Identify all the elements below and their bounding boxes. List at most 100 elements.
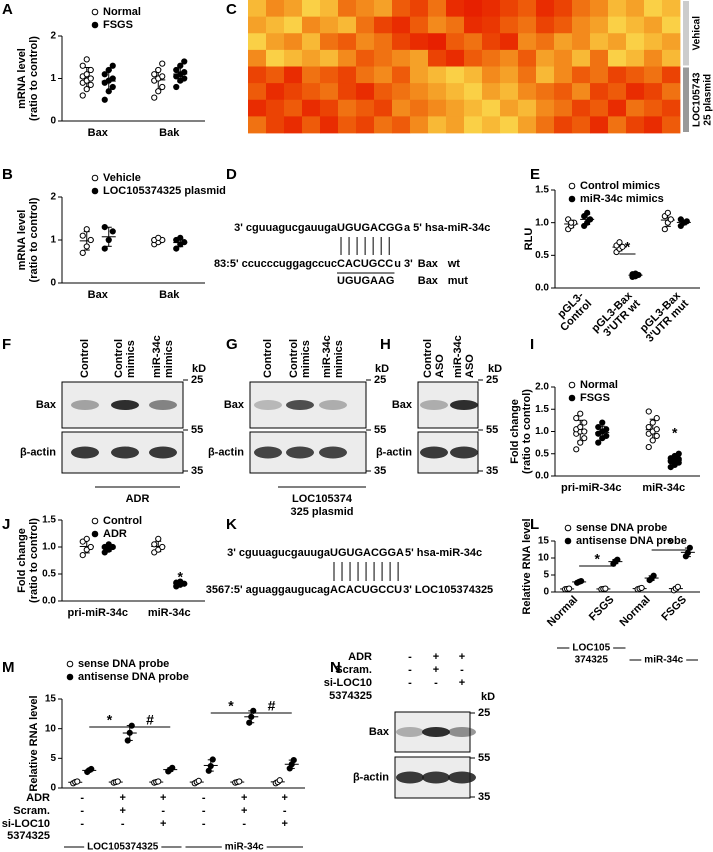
sequence: 83:5' ccucccuggagccuc [214,258,337,270]
data-point [650,572,657,579]
blot-band [450,446,478,459]
data-point [83,56,90,63]
lane-label: mimics [333,340,345,378]
marker-label: 35 [191,465,203,477]
sequence-core: UGUGACGGA [330,547,404,559]
blot-band [149,400,177,410]
heatmap-cell [446,0,465,18]
panel-label: L [530,516,539,533]
heatmap-cell [338,66,357,84]
heatmap-cell [518,116,537,134]
condition-mark: - [283,805,287,817]
sequence: 3567:5' aguaggaugucag [206,584,330,596]
data-point [603,426,610,433]
data-point [109,228,116,235]
heatmap-cell [266,66,285,84]
panel-label: C [226,1,237,18]
y-tick-label: 0.0 [42,596,56,607]
condition-mark: + [160,792,166,804]
condition-label: 5374325 [329,690,372,702]
heatmap-cell [356,0,375,18]
marker-label: 55 [478,752,490,764]
data-point [83,226,90,233]
condition-label: 5374325 [7,830,50,842]
heatmap-cell [320,0,339,18]
heatmap-cell [320,99,339,117]
heatmap-cell [248,83,267,101]
data-point [155,535,162,543]
unit-label: kD [192,363,206,375]
heatmap-cell [572,83,591,101]
heatmap-cell [644,99,663,117]
condition-mark: + [433,651,439,663]
gene-name: Bax [418,275,439,287]
y-tick-label: 15 [538,536,550,547]
heatmap-cell [392,0,411,18]
data-point [577,410,584,417]
heatmap-cell [338,33,357,51]
group-label: 25 plasmid [703,74,713,126]
condition-mark: - [408,664,412,676]
heatmap-cell [338,99,357,117]
data-point [581,435,588,442]
heatmap-cell [572,99,591,117]
data-point [79,92,86,99]
data-point [105,236,112,244]
heatmap-cell [608,66,627,84]
y-tick-label: 5 [50,753,56,764]
blot-row-label: Bax [392,399,413,411]
data-point [109,83,116,91]
data-point [79,552,86,559]
data-point [584,209,591,216]
heatmap-cell [284,16,303,34]
heatmap-cell [464,16,483,34]
gene-name: Bax [418,258,439,270]
heatmap-cell [644,33,663,51]
heatmap-cell [500,83,519,101]
data-point [603,432,610,440]
data-point [114,778,121,785]
blot-band [111,446,139,459]
heatmap-cell [554,83,573,101]
data-point [674,583,681,591]
legend-label: Normal [103,6,141,18]
heatmap-cell [338,0,357,18]
legend-label: sense DNA probe [576,522,667,534]
condition-mark: - [202,792,206,804]
heatmap-cell [572,0,591,18]
data-point [181,239,188,246]
heatmap-cell [662,33,681,51]
group-label: miR-34c [644,655,683,666]
heatmap-cell [536,116,555,134]
x-tick-label: FSGS [587,594,617,624]
significance-mark: * [595,551,601,567]
x-tick-label: Normal [618,594,653,629]
blot-band [448,727,476,737]
heatmap-cell [410,83,429,101]
panel-label: A [2,1,13,18]
legend-marker [91,174,99,182]
data-point [638,584,645,592]
heatmap-cell [644,116,663,134]
lane-label: Control [422,339,434,378]
data-point [74,778,81,785]
data-point [581,419,588,426]
blot-band [111,400,139,410]
blot-band [422,727,450,737]
legend-label: ADR [103,528,127,540]
legend-marker [66,660,74,668]
condition-mark: + [459,651,465,663]
legend-label: Control mimics [580,180,660,192]
heatmap-cell [500,0,519,18]
data-point [79,249,86,256]
significance-mark: * [672,425,678,441]
heatmap-cell [266,116,285,134]
heatmap-cell [554,66,573,84]
heatmap-cell [626,66,645,84]
heatmap-cell [320,116,339,134]
blot-row-label: Bax [224,399,245,411]
data-point [573,415,580,422]
heatmap-cell [662,0,681,18]
marker-label: 35 [486,465,498,477]
heatmap-cell [464,66,483,84]
